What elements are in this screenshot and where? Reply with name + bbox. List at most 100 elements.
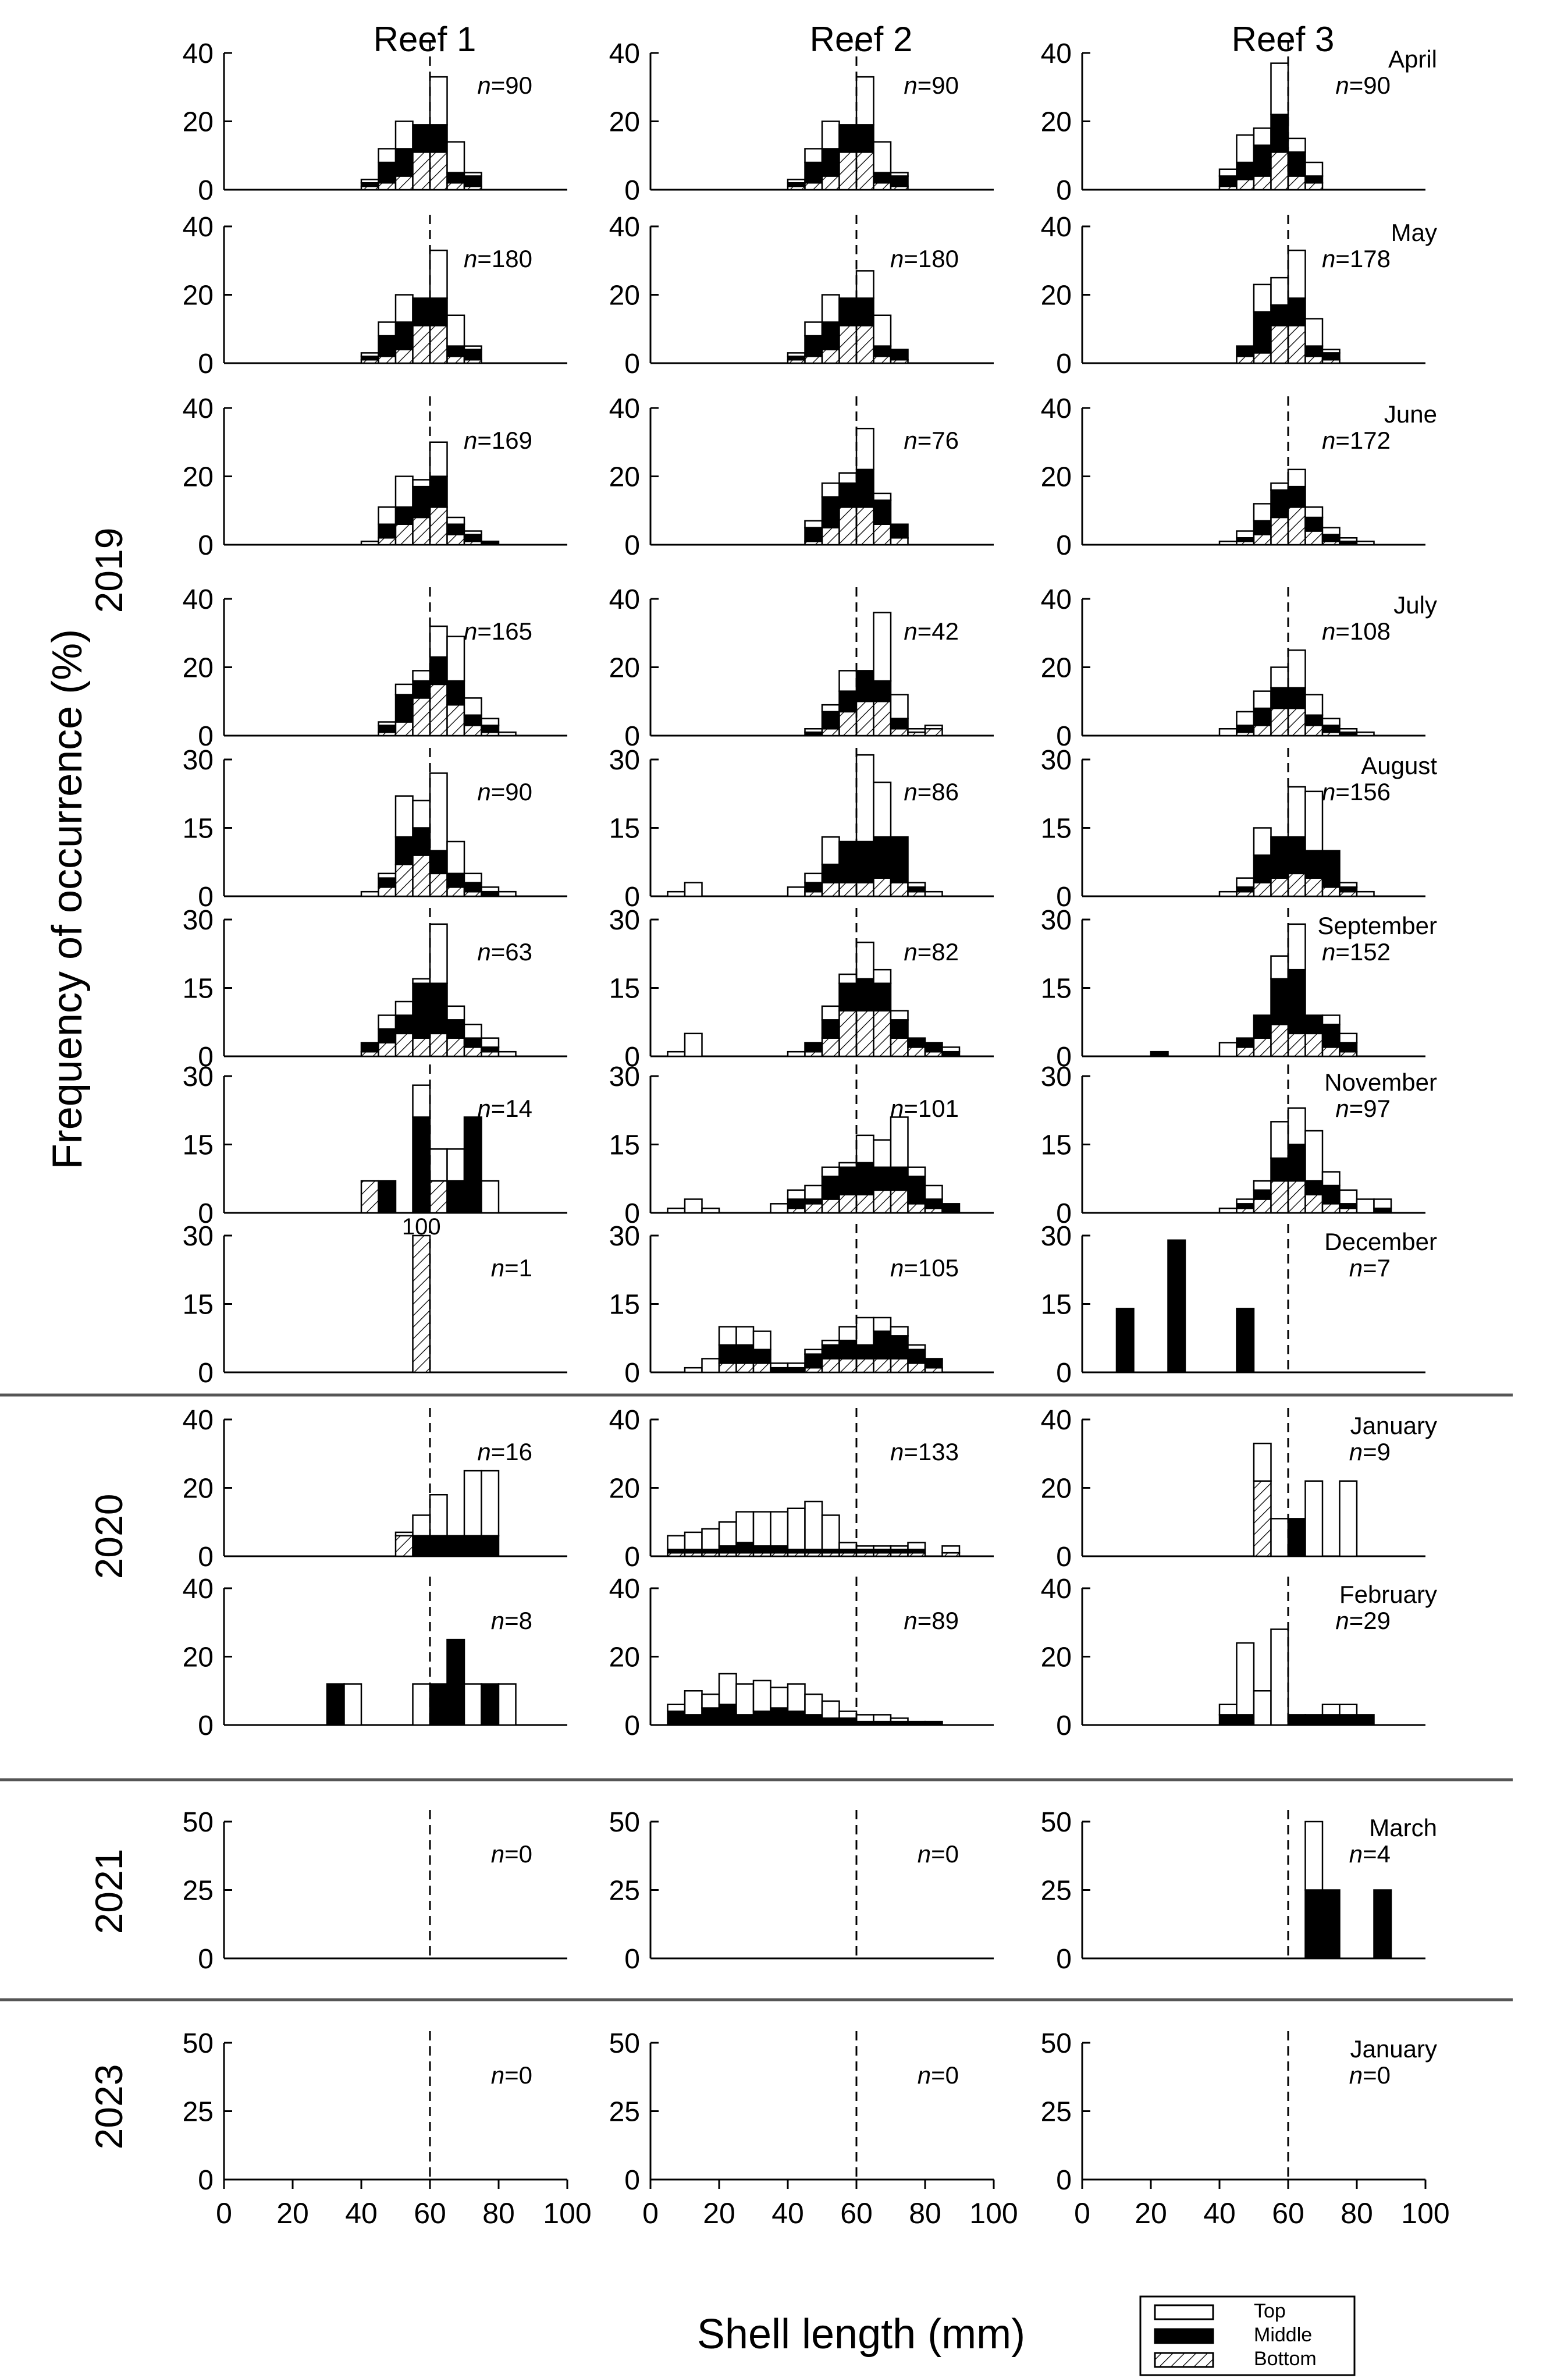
n-label: n=82 xyxy=(904,938,959,966)
bar-top xyxy=(873,968,892,984)
bar-top xyxy=(1321,527,1341,535)
bar-top xyxy=(752,1680,771,1712)
bar-middle xyxy=(378,877,397,888)
bar-top xyxy=(787,179,806,184)
bar-bottom xyxy=(907,1046,926,1057)
bar-bottom xyxy=(429,872,448,897)
bar-bottom xyxy=(429,325,448,364)
bar-top xyxy=(463,1683,482,1726)
bar-bottom xyxy=(1253,175,1272,191)
y-tick-label: 50 xyxy=(609,1807,640,1838)
bar-top xyxy=(429,249,448,299)
month-label: May xyxy=(1391,219,1437,246)
bar-bottom xyxy=(1270,1180,1289,1214)
n-label: n=165 xyxy=(464,617,532,645)
y-tick-label: 0 xyxy=(198,349,214,379)
bar-top xyxy=(752,1330,771,1351)
y-tick-label: 0 xyxy=(624,1944,640,1975)
y-tick-label: 0 xyxy=(198,1358,214,1389)
bar-middle xyxy=(1339,1714,1358,1726)
bar-middle xyxy=(1287,1518,1306,1557)
bar-bottom xyxy=(1270,151,1289,191)
bar-bottom xyxy=(890,1189,909,1214)
bar-top xyxy=(481,718,500,726)
bar-middle xyxy=(752,1348,771,1364)
bar-top xyxy=(684,1032,703,1057)
y-tick-label: 0 xyxy=(624,1358,640,1389)
bar-top xyxy=(701,1693,720,1709)
bar-middle xyxy=(821,1717,840,1726)
bar-bottom xyxy=(821,349,840,364)
y-tick-label: 20 xyxy=(609,107,640,138)
bar-top xyxy=(890,172,909,177)
bar-middle xyxy=(1150,1050,1169,1057)
bar-middle xyxy=(855,468,874,508)
bar-middle xyxy=(1236,725,1255,733)
y-tick-label: 40 xyxy=(183,1574,214,1605)
n-label: n=133 xyxy=(890,1438,959,1465)
bar-middle xyxy=(1236,1037,1255,1048)
bar-middle xyxy=(1115,1308,1135,1373)
bar-top xyxy=(941,1545,961,1554)
bar-bottom xyxy=(1270,707,1289,737)
bar-top xyxy=(412,978,431,984)
n-symbol: n xyxy=(464,617,477,645)
bar-middle xyxy=(1321,1023,1341,1048)
n-symbol: n xyxy=(904,778,917,805)
bar-top xyxy=(1287,468,1306,488)
n-label: n=180 xyxy=(890,245,959,272)
bar-middle xyxy=(1270,304,1289,326)
bar-top xyxy=(394,475,414,508)
n-value: =63 xyxy=(491,938,532,966)
bar-top xyxy=(1218,168,1238,177)
bar-bottom xyxy=(429,683,448,737)
bar-middle xyxy=(855,1344,874,1360)
bar-middle xyxy=(907,1348,926,1364)
bar-top xyxy=(497,890,517,897)
y-tick-label: 0 xyxy=(198,1944,214,1975)
bar-top xyxy=(838,1326,858,1341)
bar-bottom xyxy=(412,697,431,737)
bar-middle xyxy=(1287,151,1306,177)
bar-bottom xyxy=(429,1180,448,1214)
panel-reef-2-august-2019: 0 15 30 n=86 xyxy=(609,745,994,913)
bar-bottom xyxy=(804,1203,823,1214)
bar-top xyxy=(1304,161,1324,177)
x-tick-label: 40 xyxy=(1203,2197,1236,2230)
bar-top xyxy=(787,1050,806,1057)
bar-bottom xyxy=(412,325,431,364)
bar-top xyxy=(1287,649,1306,688)
bar-value-label: 100 xyxy=(402,1214,441,1240)
bar-middle xyxy=(1287,968,1306,1035)
n-symbol: n xyxy=(904,938,917,966)
bar-middle xyxy=(1287,297,1306,326)
bar-middle xyxy=(1321,1184,1341,1205)
n-value: =165 xyxy=(477,617,532,645)
bar-middle xyxy=(821,1019,840,1039)
y-tick-label: 0 xyxy=(624,1542,640,1573)
bar-middle xyxy=(1304,516,1324,532)
bar-top xyxy=(1287,923,1306,971)
y-tick-label: 40 xyxy=(1041,38,1072,69)
year-label-2019: 2019 xyxy=(87,528,130,613)
y-tick-label: 0 xyxy=(624,882,640,913)
x-tick-label: 60 xyxy=(414,2197,446,2230)
bar-top xyxy=(1236,711,1255,726)
n-label: n=8 xyxy=(491,1607,532,1634)
bar-bottom xyxy=(1253,534,1272,546)
n-label: n=90 xyxy=(1335,72,1391,99)
bar-top xyxy=(1253,827,1272,856)
bar-top xyxy=(855,1134,874,1164)
bar-top xyxy=(394,294,414,323)
bar-top xyxy=(1321,349,1341,354)
y-tick-label: 30 xyxy=(183,905,214,936)
bar-bottom xyxy=(378,182,397,191)
bar-top xyxy=(804,728,823,733)
y-tick-label: 0 xyxy=(1056,1198,1072,1229)
y-tick-label: 0 xyxy=(1056,1042,1072,1073)
bar-middle xyxy=(1304,1889,1324,1960)
bar-bottom xyxy=(463,1046,482,1057)
